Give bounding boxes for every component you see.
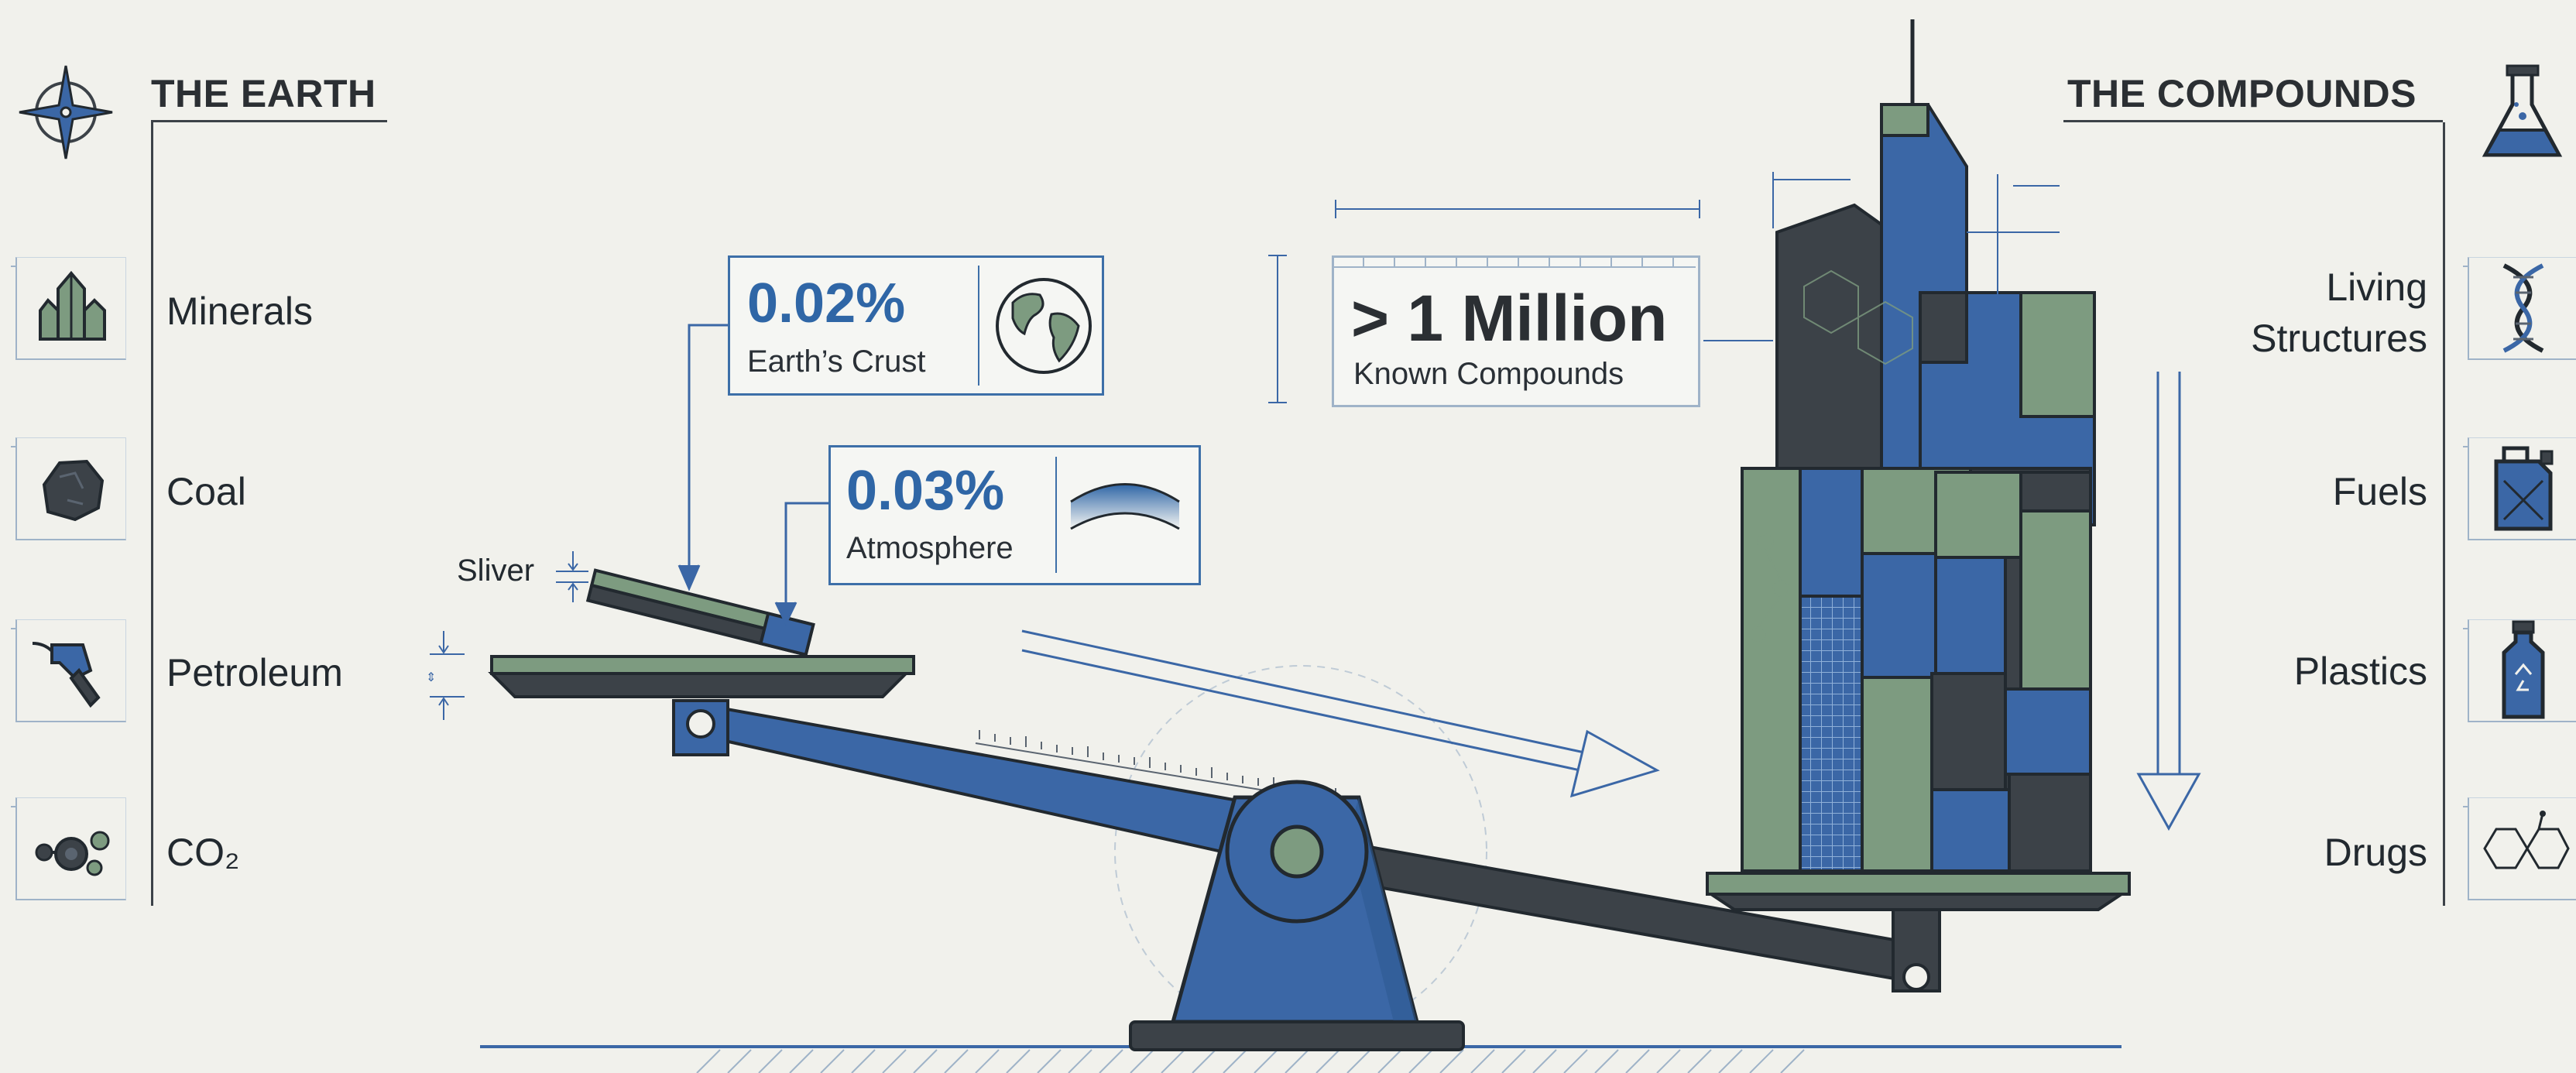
svg-text:⇕: ⇕ <box>426 671 436 684</box>
living-structures-line1: Living <box>2326 266 2427 309</box>
living-structures-line2: Structures <box>2251 317 2427 360</box>
plastics-label: Plastics <box>2293 650 2427 693</box>
compounds-panel-line <box>2443 122 2445 906</box>
coal-icon-box <box>11 437 126 540</box>
jerrycan-icon <box>2494 446 2554 531</box>
fuel-nozzle-icon <box>32 642 101 708</box>
crystal-icon <box>39 270 106 341</box>
co2-icon-box <box>11 797 126 900</box>
coal-icon <box>42 459 105 522</box>
crust-callout: 0.02% Earth’s Crust <box>728 255 1104 396</box>
down-arrow <box>2136 372 2201 831</box>
compounds-value: > 1 Million <box>1351 282 1668 355</box>
atmosphere-value: 0.03% <box>846 460 1005 522</box>
compounds-heading-rule <box>2063 120 2443 122</box>
petroleum-label: Petroleum <box>166 651 343 694</box>
compass-icon <box>15 62 116 163</box>
sliver-label: Sliver <box>457 554 535 588</box>
left-pan <box>488 655 915 756</box>
earth-heading: THE EARTH <box>151 72 376 115</box>
compounds-caption: Known Compounds <box>1353 357 1624 391</box>
crust-caption: Earth’s Crust <box>747 345 926 379</box>
drugs-label: Drugs <box>2324 831 2427 874</box>
fulcrum <box>1129 780 1465 1051</box>
plastics-icon-box <box>2463 619 2576 722</box>
right-pan <box>1706 872 2131 992</box>
diagonal-arrow <box>1021 629 1660 798</box>
fuels-label: Fuels <box>2332 470 2427 513</box>
compounds-heading: THE COMPOUNDS <box>2067 72 2417 115</box>
minerals-icon-box <box>11 257 126 360</box>
dna-icon <box>2502 263 2544 353</box>
flask-icon <box>2478 62 2567 166</box>
living-icon-box <box>2463 257 2576 360</box>
globe-icon <box>996 278 1092 374</box>
compound-tower <box>1741 19 2096 872</box>
earth-heading-rule <box>151 120 387 122</box>
petroleum-icon-box <box>11 619 126 722</box>
atmosphere-caption: Atmosphere <box>846 531 1014 565</box>
drug-molecule-icon <box>2483 811 2570 869</box>
crust-value: 0.02% <box>747 273 906 334</box>
coal-label: Coal <box>166 470 246 513</box>
atmosphere-callout: 0.03% Atmosphere <box>828 445 1201 585</box>
compounds-callout: > 1 Million Known Compounds <box>1332 255 1700 407</box>
bottle-icon <box>2502 620 2545 719</box>
co2-label: CO₂ <box>166 831 240 874</box>
sliver-slab <box>585 568 815 657</box>
earth-panel-line <box>151 122 153 906</box>
fuels-icon-box <box>2463 437 2576 540</box>
molecule-icon <box>35 831 110 876</box>
drugs-icon-box <box>2463 797 2576 900</box>
living-structures-label: Living Structures <box>2218 262 2427 364</box>
minerals-label: Minerals <box>166 290 313 333</box>
atmosphere-arc-icon <box>1070 483 1180 530</box>
